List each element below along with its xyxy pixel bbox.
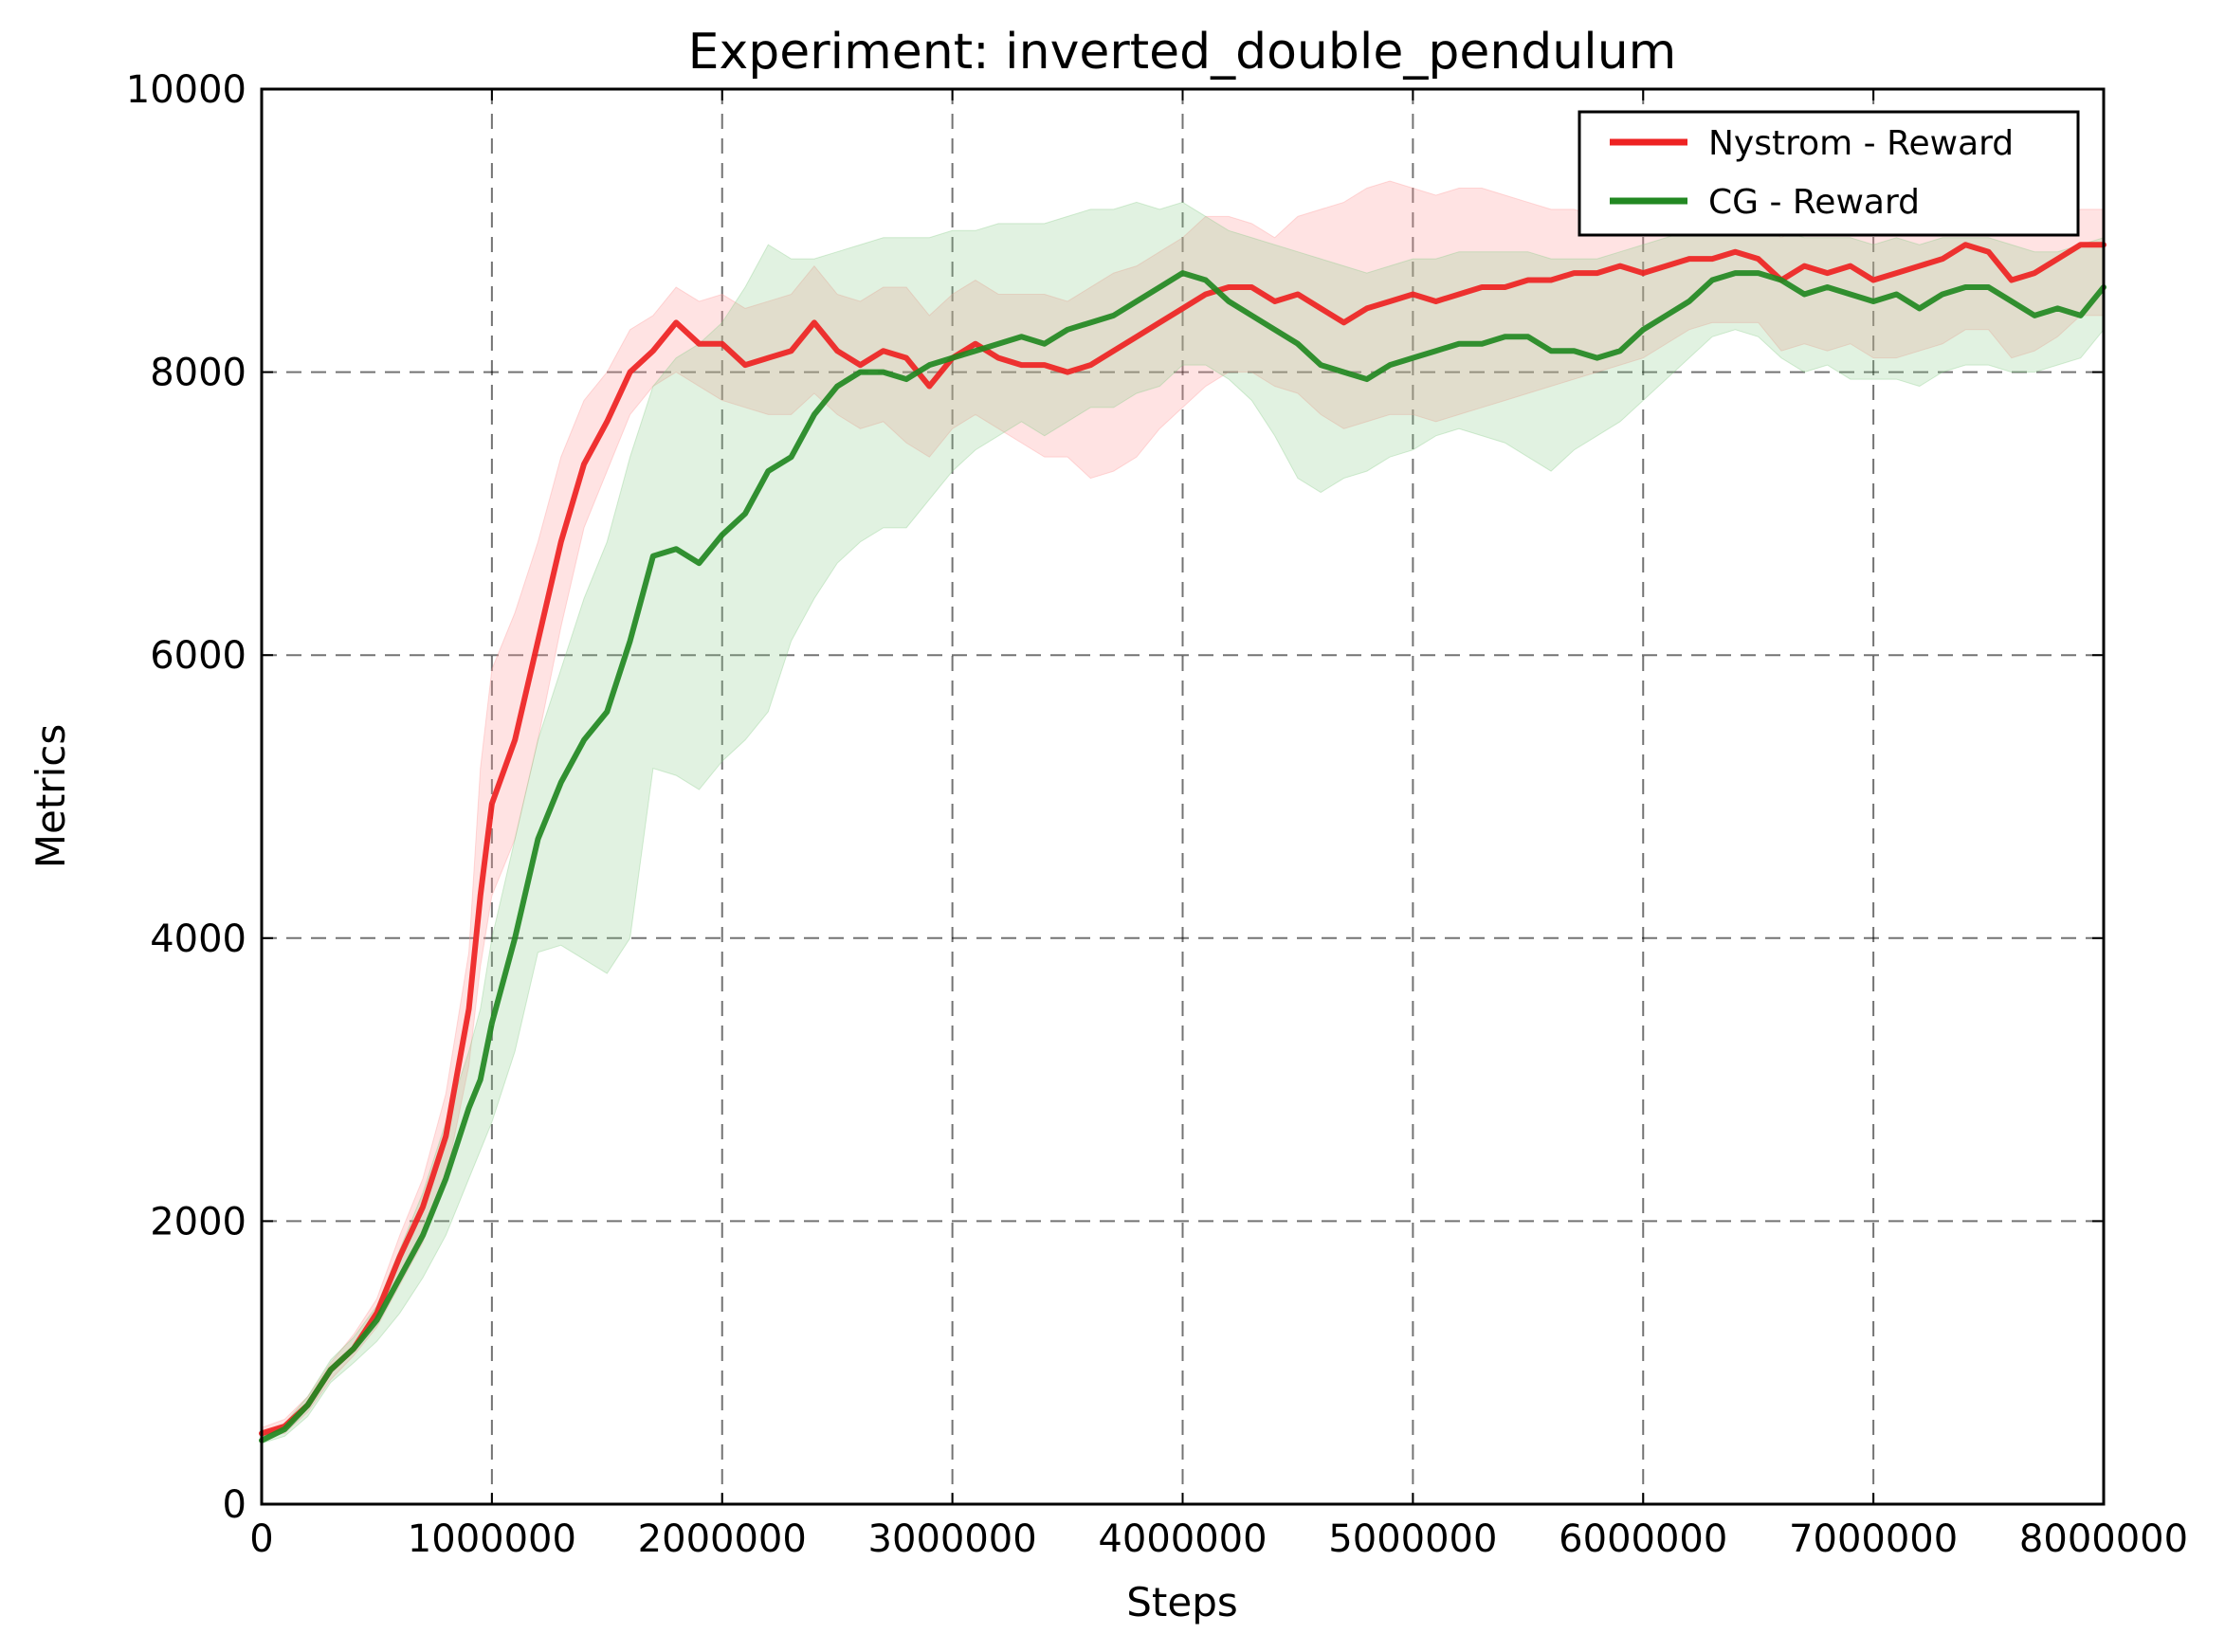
x-tick-label: 5000000 xyxy=(1328,1517,1497,1561)
series-line-cg-reward xyxy=(259,270,2106,1443)
legend: Nystrom - Reward CG - Reward xyxy=(1578,110,2080,237)
y-tick-label: 0 xyxy=(223,1483,246,1527)
series-line-nystrom-reward xyxy=(259,242,2106,1437)
legend-box xyxy=(1578,110,2080,237)
x-tick-label: 7000000 xyxy=(1789,1517,1958,1561)
x-tick-label: 3000000 xyxy=(868,1517,1037,1561)
x-tick-label: 8000000 xyxy=(2019,1517,2188,1561)
legend-label-cg: CG - Reward xyxy=(1708,183,1920,222)
axis-ticks: 0 1000000 2000000 3000000 4000000 5000000 6000… xyxy=(126,68,2188,1561)
x-tick-label: 4000000 xyxy=(1098,1517,1267,1561)
legend-label-nystrom: Nystrom - Reward xyxy=(1708,124,2014,163)
y-tick-label: 4000 xyxy=(150,917,246,961)
chart-title: Experiment: inverted_double_pendulum xyxy=(688,24,1677,81)
x-tick-label: 0 xyxy=(249,1517,273,1561)
x-tick-label: 2000000 xyxy=(638,1517,807,1561)
x-tick-label: 1000000 xyxy=(408,1517,576,1561)
series-lines xyxy=(259,242,2106,1443)
y-tick-label: 8000 xyxy=(150,352,246,395)
y-tick-label: 2000 xyxy=(150,1200,246,1244)
x-tick-label: 6000000 xyxy=(1559,1517,1727,1561)
y-tick-label: 10000 xyxy=(126,68,246,112)
y-tick-label: 6000 xyxy=(150,634,246,678)
x-axis-label: Steps xyxy=(1126,1579,1238,1625)
grid xyxy=(262,89,2104,1504)
y-axis-label: Metrics xyxy=(27,724,74,868)
